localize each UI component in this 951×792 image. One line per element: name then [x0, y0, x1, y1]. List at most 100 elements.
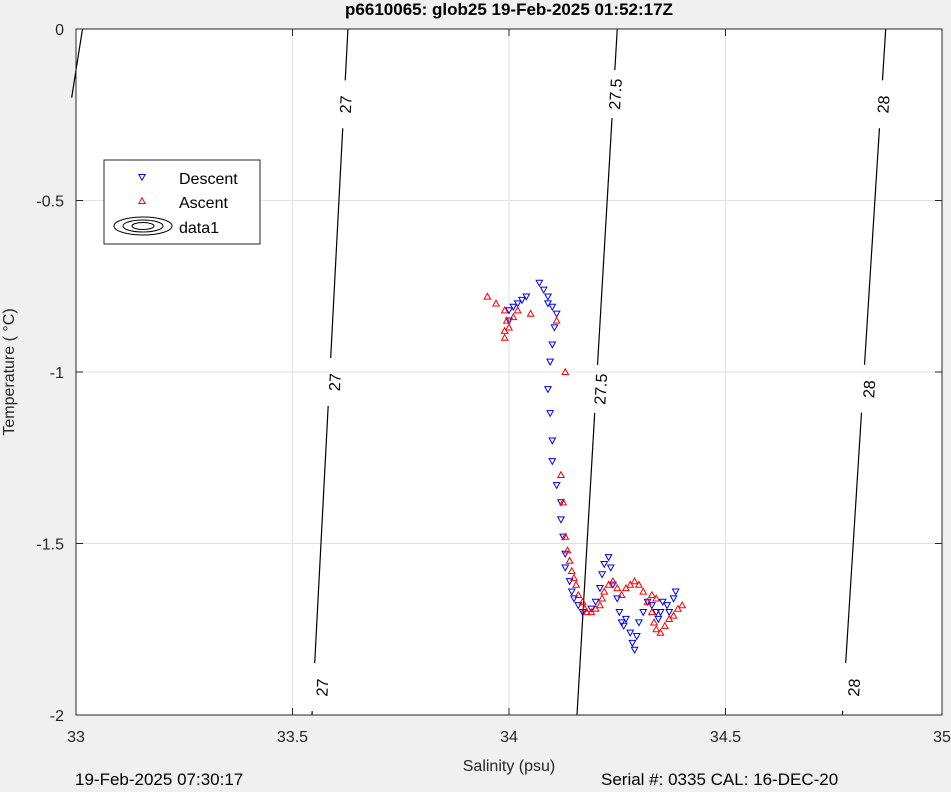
- descent-point: [567, 588, 576, 596]
- descent-point: [539, 286, 548, 294]
- y-tick-label: 0: [55, 22, 64, 39]
- descent-point: [665, 609, 674, 617]
- descent-point: [565, 578, 574, 586]
- descent-point: [559, 533, 568, 541]
- x-tick-label: 34: [500, 729, 518, 746]
- legend-ascent-label: Ascent: [179, 195, 228, 212]
- descent-point: [574, 602, 583, 610]
- descent-point: [600, 561, 609, 569]
- descent-point: [619, 622, 628, 631]
- ascent-point: [509, 312, 518, 321]
- contour-line-segment: [614, 28, 618, 71]
- ascent-point: [595, 601, 604, 609]
- descent-point: [621, 615, 630, 624]
- ascent-point: [559, 498, 568, 506]
- ascent-point: [673, 604, 682, 612]
- ascent-point: [504, 323, 514, 331]
- ascent-point: [569, 573, 578, 581]
- contour-label: 27: [314, 678, 332, 697]
- ascent-point: [552, 316, 561, 324]
- ascent-point: [652, 594, 661, 602]
- ascent-point: [652, 625, 661, 633]
- ascent-point: [647, 590, 656, 599]
- descent-point: [548, 458, 557, 466]
- ascent-point: [630, 577, 639, 585]
- legend-ascent-marker: [137, 196, 147, 205]
- ascent-point: [621, 583, 630, 592]
- descent-point: [598, 571, 607, 579]
- descent-point: [656, 609, 665, 617]
- contour-label: 27: [338, 95, 356, 114]
- legend-data1-label: data1: [179, 220, 219, 237]
- descent-point: [587, 605, 596, 613]
- descent-point: [617, 619, 626, 627]
- ascent-point: [578, 597, 587, 605]
- ascent-point: [656, 628, 665, 636]
- ascent-point: [572, 580, 581, 588]
- descent-point: [517, 296, 527, 305]
- descent-point: [552, 482, 561, 490]
- x-tick-label: 33.5: [277, 729, 308, 746]
- descent-point: [669, 595, 678, 603]
- ascent-point: [500, 326, 509, 334]
- ascent-point: [561, 532, 570, 540]
- ascent-point: [647, 607, 656, 616]
- contour-line-segment: [71, 28, 84, 98]
- descent-point: [556, 516, 566, 524]
- contour-label: 28: [861, 380, 879, 399]
- descent-point: [535, 279, 544, 288]
- ascent-point: [617, 590, 626, 599]
- data-points: [483, 279, 687, 655]
- descent-point: [630, 646, 639, 655]
- ascent-point: [591, 604, 600, 612]
- ascent-point: [643, 597, 652, 605]
- descent-point: [595, 585, 604, 593]
- descent-point: [647, 602, 656, 610]
- contour-line-segment: [314, 405, 329, 664]
- ascent-point: [608, 577, 617, 585]
- descent-point: [548, 341, 557, 349]
- density-contours: 27 27 27 27.5 27.5 28 28 28: [71, 28, 894, 716]
- ascent-point: [483, 292, 492, 300]
- ascent-point: [613, 583, 622, 592]
- legend-box: [103, 159, 261, 245]
- descent-point: [654, 615, 663, 624]
- ascent-point: [565, 556, 574, 564]
- descent-point: [608, 581, 617, 589]
- legend: Descent Ascent data1: [103, 159, 261, 245]
- ascent-point: [598, 594, 607, 602]
- descent-point: [543, 386, 553, 394]
- contour-line-segment: [344, 28, 349, 81]
- descent-point: [615, 609, 624, 617]
- contour-line-segment: [845, 412, 863, 663]
- descent-point: [504, 317, 514, 325]
- ascent-point: [639, 587, 648, 595]
- descent-point: [556, 499, 566, 507]
- ascent-point: [587, 607, 596, 616]
- legend-contour-icon: [122, 219, 164, 233]
- descent-point: [658, 598, 667, 607]
- contour-label: 27.5: [592, 373, 611, 405]
- contour-line-segment: [863, 128, 881, 365]
- descent-point: [548, 437, 557, 445]
- descent-point: [522, 293, 531, 301]
- descent-point: [613, 595, 622, 603]
- descent-point: [513, 300, 522, 308]
- descent-point: [550, 324, 559, 332]
- chart-title: p6610065: glob25 19-Feb-2025 01:52:17Z: [345, 0, 673, 19]
- descent-point: [628, 639, 637, 648]
- legend-descent-marker: [137, 173, 147, 182]
- ascent-point: [513, 306, 522, 314]
- descent-point: [561, 564, 570, 572]
- y-tick-label: -1.5: [36, 537, 64, 554]
- footer-timestamp: 19-Feb-2025 07:30:17: [75, 770, 244, 789]
- ascent-point: [500, 333, 509, 341]
- ascent-point: [665, 614, 674, 623]
- contour-label: 27.5: [607, 78, 626, 110]
- ascent-point: [580, 604, 589, 612]
- contour-line-segment: [596, 117, 613, 365]
- descent-point: [543, 293, 553, 301]
- y-tick-label: -1: [50, 365, 64, 382]
- contour-label: 27: [327, 373, 345, 392]
